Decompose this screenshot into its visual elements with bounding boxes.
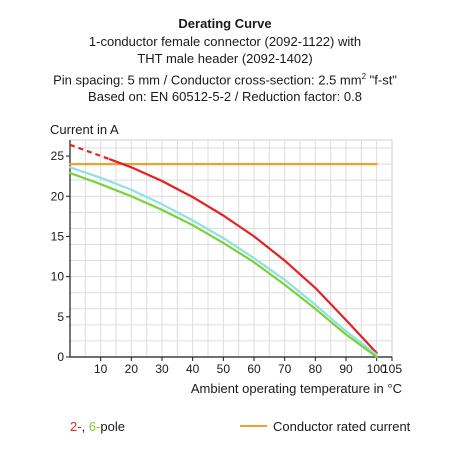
x-tick-label: 30 [155, 362, 169, 376]
x-tick-label: 60 [247, 362, 261, 376]
chart-title: Derating Curve [178, 16, 272, 31]
x-axis-label: Ambient operating temperature in °C [191, 381, 402, 396]
y-tick-label: 25 [51, 149, 65, 163]
x-tick-label: 50 [217, 362, 231, 376]
subtitle-line-2: THT male header (2092-1402) [137, 51, 313, 66]
x-tick-label: 40 [186, 362, 200, 376]
subtitle-line-4: Based on: EN 60512-5-2 / Reduction facto… [88, 89, 362, 105]
legend-pole-label: pole [100, 419, 125, 434]
y-axis-label: Current in A [50, 122, 119, 137]
subtitle-line-1: 1-conductor female connector (2092-1122)… [88, 33, 362, 49]
x-tick-label: 10 [94, 362, 108, 376]
legend: 2-, 6-pole Conductor rated current [70, 419, 411, 434]
y-tick-label: 20 [51, 189, 65, 203]
y-tick-label: 5 [57, 310, 64, 324]
y-tick-label: 10 [51, 270, 65, 284]
series-1-dashed-line [69, 143, 111, 161]
subtitle-line-3-tail: "f-st" [366, 71, 397, 87]
series-lines [68, 143, 378, 359]
x-tick-label: 20 [125, 362, 139, 376]
x-tick-label: 105 [382, 362, 402, 376]
legend-2-label: 2- [70, 419, 82, 434]
x-tick-label: 90 [339, 362, 353, 376]
x-tick-label: 70 [278, 362, 292, 376]
axes [69, 140, 392, 358]
title-block: Derating Curve 1-conductor female connec… [0, 15, 450, 106]
series-2-line [68, 166, 378, 356]
y-tick-label: 15 [51, 229, 65, 243]
legend-separator: , [82, 419, 89, 434]
subtitle-line-3-text: Pin spacing: 5 mm / Conductor cross-sect… [53, 71, 362, 87]
legend-left: 2-, 6-pole [70, 419, 125, 434]
x-tick-label: 80 [309, 362, 323, 376]
legend-6-label: 6- [89, 419, 101, 434]
y-tick-label: 0 [57, 350, 64, 364]
x-tick-label: 100 [367, 362, 387, 376]
series-1-line [108, 158, 378, 355]
subtitle-line-3: Pin spacing: 5 mm / Conductor cross-sect… [0, 68, 450, 89]
series-3-line [68, 171, 378, 359]
subtitle-superscript: 2 [361, 71, 367, 81]
legend-rated-current-label: Conductor rated current [273, 419, 411, 434]
